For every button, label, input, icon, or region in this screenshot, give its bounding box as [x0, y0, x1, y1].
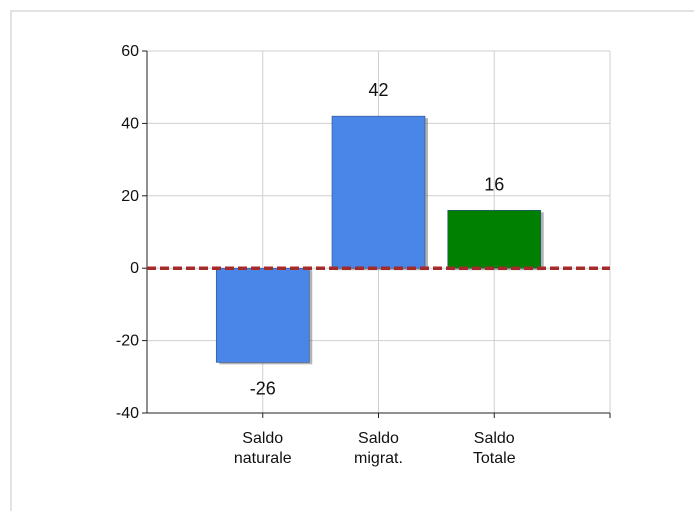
bars [215, 115, 544, 365]
bar-value-label: -26 [250, 378, 276, 398]
x-category-label: Totale [473, 450, 516, 467]
y-axis: 60 40 20 0 -20 -40 [116, 43, 148, 422]
bar [331, 115, 426, 269]
y-tick-label: 0 [130, 260, 139, 277]
y-tick-label: -40 [116, 405, 139, 422]
y-tick-label: -20 [116, 333, 139, 350]
y-tick-label: 40 [121, 115, 139, 132]
x-category-label: Saldo [474, 430, 515, 447]
x-category-label: naturale [234, 450, 292, 467]
x-category-label: Saldo [242, 430, 283, 447]
x-category-label: Saldo [358, 430, 399, 447]
bar-value-label: 42 [368, 80, 388, 100]
y-tick-label: 60 [121, 43, 139, 60]
x-axis: Saldo naturale Saldo migrat. Saldo Totale [147, 412, 611, 467]
bar-value-label: 16 [484, 174, 504, 194]
y-tick-label: 20 [121, 188, 139, 205]
x-category-label: migrat. [354, 450, 403, 467]
bar [215, 267, 310, 363]
bar [447, 209, 542, 269]
data-labels: -26 42 16 [250, 80, 505, 398]
